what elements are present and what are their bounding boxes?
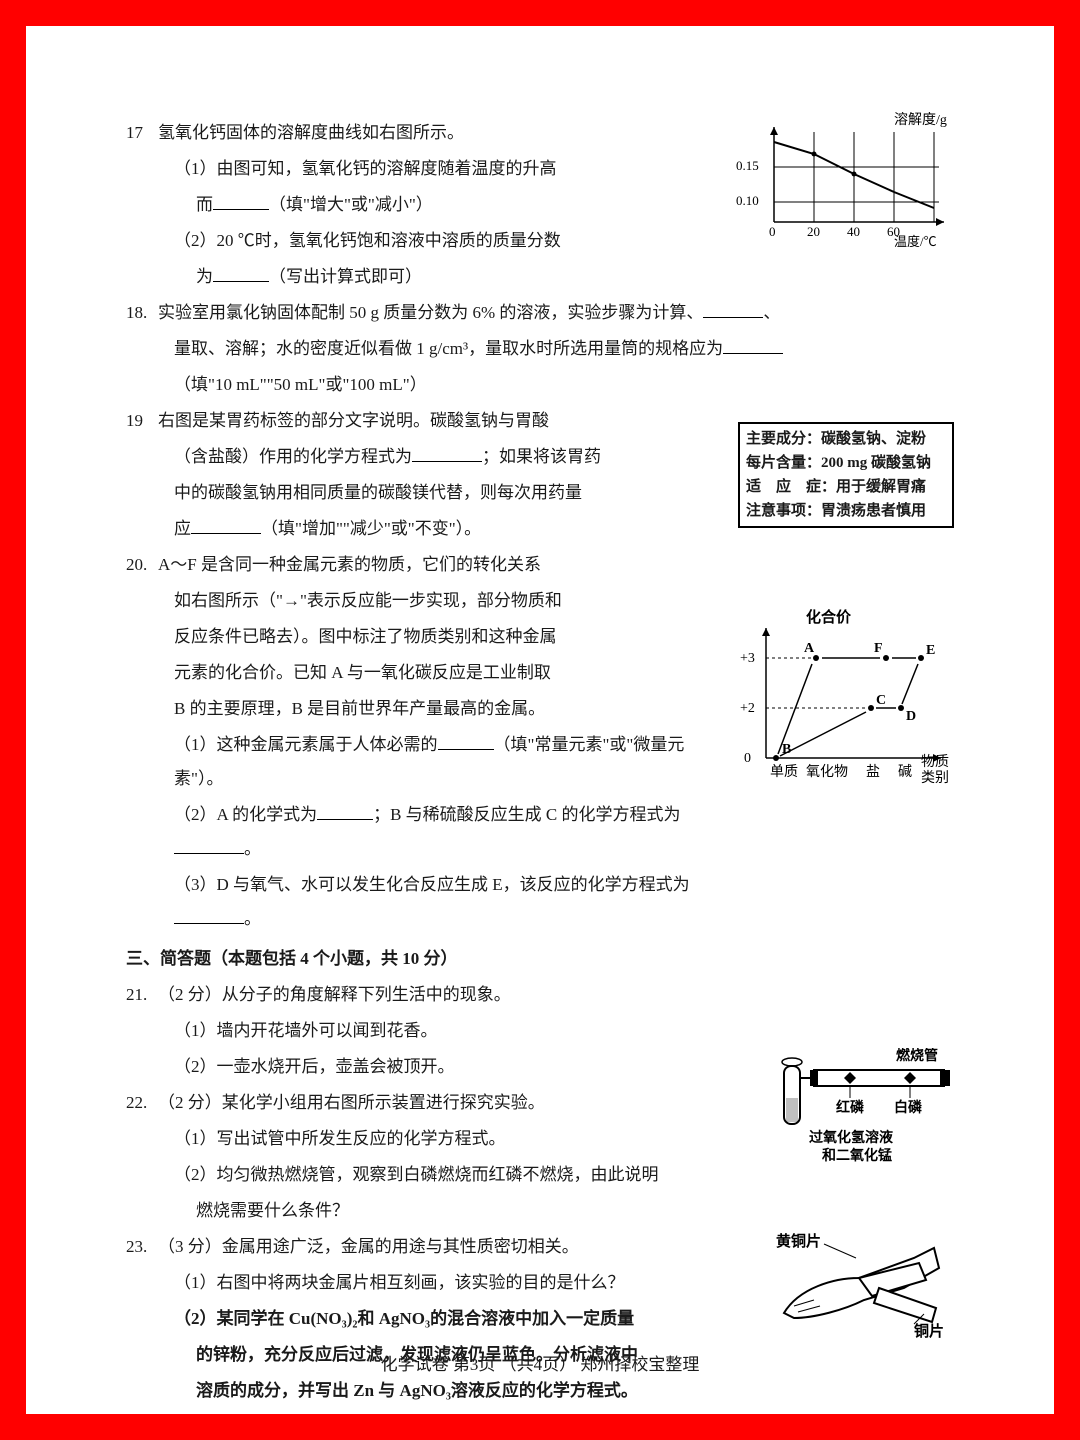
q20-s2b: ；B 与稀硫酸反应生成 C 的化学方程式为 [373,805,680,824]
q19-l3: 中的碳酸氢钠用相同质量的碳酸镁代替，则每次用药量 [174,483,582,502]
q22-apparatus-figure: 燃烧管 红磷 白磷 过氧化氢溶液 和二氧化锰 [754,1048,954,1168]
q20-s1a: （1）这种金属元素属于人体必需的 [174,735,438,754]
q20-s3b: 。 [244,909,261,928]
q17-2b: 为 [196,267,213,286]
q23-s2: （2）某同学在 Cu(NO₃)₂和 AgNO₃的混合溶液中加入一定质量 [174,1309,634,1328]
q22-stem: （2 分）某化学小组用右图所示装置进行探究实验。 [158,1093,545,1112]
blank [174,907,244,924]
qnum: 20. [126,548,158,582]
qnum: 19 [126,404,158,438]
svg-text:红磷: 红磷 [836,1099,865,1116]
q17-1c: （填"增大"或"减小"） [269,195,433,214]
section-3-title: 三、简答题（本题包括 4 个小题，共 10 分） [126,942,954,976]
svg-text:黄铜片: 黄铜片 [776,1232,821,1250]
q23-s1: （1）右图中将两块金属片相互刻画，该实验的目的是什么？ [174,1273,625,1292]
q20-l5: B 的主要原理，B 是目前世界年产量最高的金属。 [174,699,545,718]
blank [723,337,783,354]
svg-text:白磷: 白磷 [894,1099,923,1116]
q21-s2: （2）一壶水烧开后，壶盖会被顶开。 [174,1057,455,1076]
blank [412,445,482,462]
q18-l1a: 实验室用氯化钠固体配制 50 g 质量分数为 6% 的溶液，实验步骤为计算、 [158,303,703,322]
blank [317,803,373,820]
q19-l2a: （含盐酸）作用的化学方程式为 [174,447,412,466]
q19-l2b: ；如果将该胃药 [482,447,601,466]
svg-text:过氧化氢溶液: 过氧化氢溶液 [809,1129,894,1146]
blank [191,517,261,534]
blank [703,301,763,318]
q21-stem: （2 分）从分子的角度解释下列生活中的现象。 [158,985,511,1004]
q17-2c: （写出计算式即可） [269,267,422,286]
blank [213,265,269,282]
q20-l3: 反应条件已略去）。图中标注了物质类别和这种金属 [174,627,557,646]
q17-1b: 而 [196,195,213,214]
svg-text:铜片: 铜片 [914,1322,944,1340]
q22-s2a: （2）均匀微热燃烧管，观察到白磷燃烧而红磷不燃烧，由此说明 [174,1165,659,1184]
q20-l4: 元素的化合价。已知 A 与一氧化碳反应是工业制取 [174,663,551,682]
q17-1a: （1）由图可知，氢氧化钙的溶解度随着温度的升高 [174,159,557,178]
q18-l2: 量取、溶解；水的密度近似看做 1 g/cm³，量取水时所选用量筒的规格应为 [174,339,723,358]
q20-l2: 如右图所示（"→"表示反应能一步实现，部分物质和 [174,591,562,610]
q20-l1: A～F 是含同一种金属元素的物质，它们的转化关系 [158,555,541,574]
svg-text:燃烧管: 燃烧管 [896,1048,938,1064]
q23-s2c: 溶质的成分，并写出 Zn 与 AgNO₃溶液反应的化学方程式。 [196,1381,638,1400]
qnum: 22. [126,1086,158,1120]
page-footer: 化学试卷 第3页 （共4页） 郑州择校宝整理 [26,1348,1054,1382]
q22-s1: （1）写出试管中所发生反应的化学方程式。 [174,1129,506,1148]
q20-s3a: （3）D 与氧气、水可以发生化合反应生成 E，该反应的化学方程式为 [174,875,690,894]
q22-s2b: 燃烧需要什么条件？ [196,1201,349,1220]
exam-page: 溶解度/g 0.15 0.10 0 20 40 60 温度/℃ [26,26,1054,1414]
qnum: 23. [126,1230,158,1264]
question-18: 18.实验室用氯化钠固体配制 50 g 质量分数为 6% 的溶液，实验步骤为计算… [126,296,954,402]
blank [213,193,269,210]
blank [438,733,494,750]
qnum: 18. [126,296,158,330]
question-19: 19右图是某胃药标签的部分文字说明。碳酸氢钠与胃酸 （含盐酸）作用的化学方程式为… [126,404,954,546]
q23-scratch-figure: 黄铜片 铜片 [764,1218,954,1358]
q19-l4b: （填"增加""减少"或"不变"）。 [261,519,481,538]
q20-s2c: 。 [244,839,261,858]
q23-stem: （3 分）金属用途广泛，金属的用途与其性质密切相关。 [158,1237,579,1256]
q19-l1: 右图是某胃药标签的部分文字说明。碳酸氢钠与胃酸 [158,411,549,430]
question-17: 17氢氧化钙固体的溶解度曲线如右图所示。 （1）由图可知，氢氧化钙的溶解度随着温… [126,116,954,294]
blank [174,837,244,854]
qnum: 17 [126,116,158,150]
svg-text:和二氧化锰: 和二氧化锰 [822,1147,892,1164]
question-20: 20.A～F 是含同一种金属元素的物质，它们的转化关系 如右图所示（"→"表示反… [126,548,954,936]
q18-l1b: 、 [763,303,780,322]
q19-l4a: 应 [174,519,191,538]
q17-stem: 氢氧化钙固体的溶解度曲线如右图所示。 [158,123,464,142]
q18-l3: （填"10 mL""50 mL"或"100 mL"） [174,375,427,394]
qnum: 21. [126,978,158,1012]
q20-s2a: （2）A 的化学式为 [174,805,317,824]
q21-s1: （1）墙内开花墙外可以闻到花香。 [174,1021,438,1040]
q17-2a: （2）20 ℃时，氢氧化钙饱和溶液中溶质的质量分数 [174,231,561,250]
